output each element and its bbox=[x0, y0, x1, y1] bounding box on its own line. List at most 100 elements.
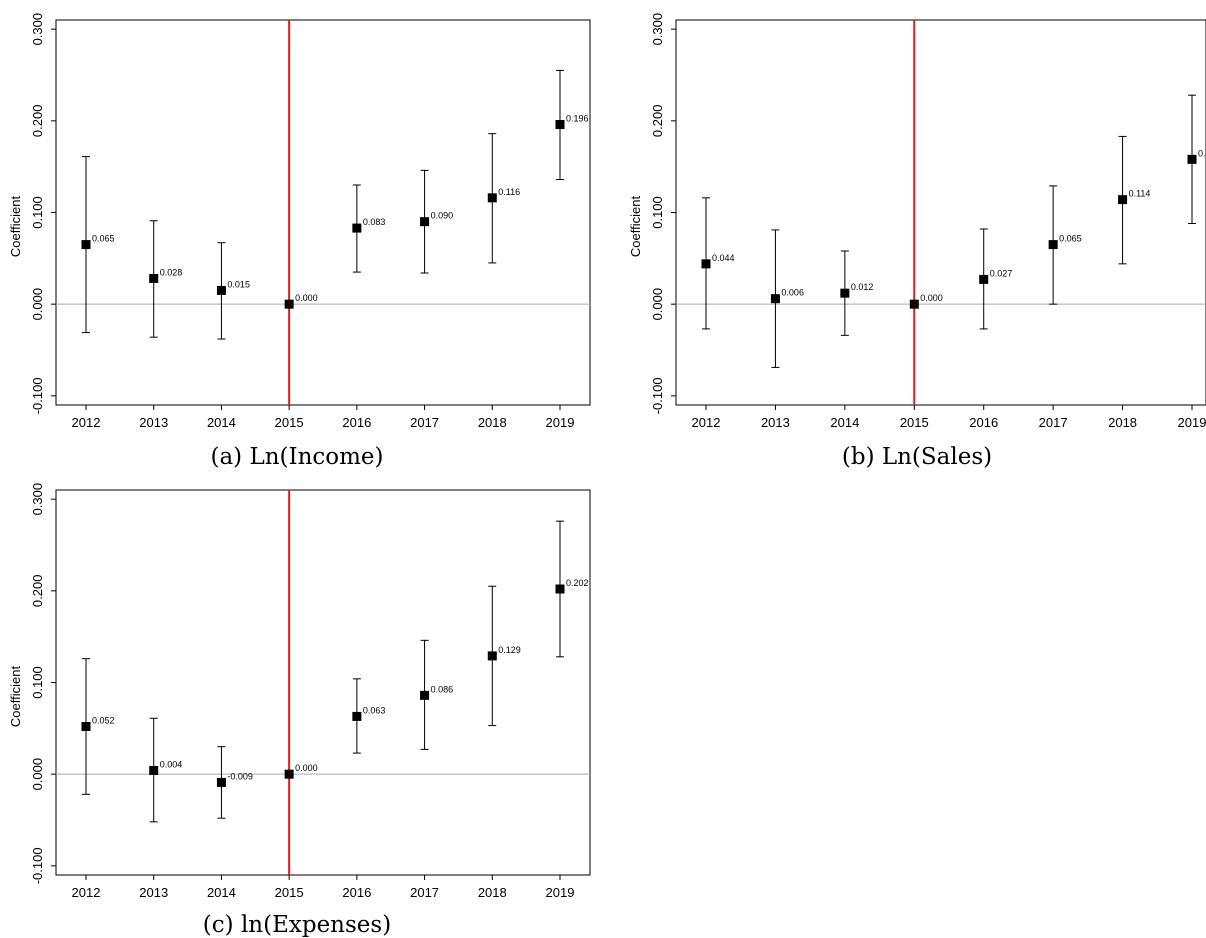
data-point bbox=[1118, 195, 1128, 205]
data-point bbox=[840, 288, 850, 298]
data-point bbox=[284, 769, 294, 779]
panel-b: -0.100 0.000 0.100 0.200 0.300 Coefficient 201… bbox=[620, 0, 1206, 440]
data-point bbox=[216, 777, 226, 787]
x-tick-label: 2014 bbox=[207, 885, 236, 900]
x-tick-label: 2016 bbox=[342, 885, 371, 900]
data-point bbox=[487, 651, 497, 661]
x-tick-label: 2017 bbox=[1039, 415, 1068, 430]
y-tick-label: 0.200 bbox=[30, 575, 45, 608]
data-label: 0.000 bbox=[295, 293, 318, 303]
data-point bbox=[352, 711, 362, 721]
x-tick-label: 2012 bbox=[72, 885, 101, 900]
x-tick-label: 2017 bbox=[410, 885, 439, 900]
data-label: 0.129 bbox=[498, 645, 521, 655]
x-tick-label: 2015 bbox=[275, 885, 304, 900]
panel-c: -0.100 0.000 0.100 0.200 0.300 Coefficient 201… bbox=[0, 470, 600, 910]
data-label: 0.028 bbox=[160, 268, 183, 278]
x-tick-label: 2013 bbox=[139, 885, 168, 900]
data-point bbox=[420, 217, 430, 227]
y-tick-label: 0.000 bbox=[650, 288, 665, 321]
x-tick-label: 2019 bbox=[546, 885, 575, 900]
data-label: 0.000 bbox=[295, 763, 318, 773]
x-tick-label: 2014 bbox=[830, 415, 859, 430]
x-tick-label: 2019 bbox=[1178, 415, 1206, 430]
data-point bbox=[81, 722, 91, 731]
caption-a: (a) Ln(Income) bbox=[210, 444, 384, 470]
data-label: 0.015 bbox=[227, 279, 250, 289]
data-point bbox=[701, 259, 711, 269]
y-tick-label: 0.300 bbox=[30, 13, 45, 46]
data-point bbox=[909, 299, 919, 309]
x-tick-label: 2017 bbox=[410, 415, 439, 430]
y-axis-label: Coefficient bbox=[8, 196, 23, 258]
chart-sales: -0.100 0.000 0.100 0.200 0.300 Coefficient 201… bbox=[628, 13, 1206, 430]
x-tick-label: 2013 bbox=[761, 415, 790, 430]
data-point bbox=[770, 294, 780, 304]
data-label: 0.000 bbox=[920, 293, 943, 303]
x-tick-label: 2016 bbox=[969, 415, 998, 430]
y-tick-label: 0.000 bbox=[30, 288, 45, 321]
chart-income: -0.100 0.000 0.100 0.200 0.300 Coefficient 201… bbox=[8, 13, 591, 430]
chart-expenses: -0.100 0.000 0.100 0.200 0.300 Coefficient 201… bbox=[8, 483, 591, 900]
y-axis-label: Coefficient bbox=[8, 666, 23, 728]
data-label: 0.027 bbox=[990, 268, 1013, 278]
y-tick-label: 0.000 bbox=[30, 758, 45, 791]
y-tick-label: 0.200 bbox=[650, 105, 665, 138]
x-tick-label: 2012 bbox=[692, 415, 721, 430]
data-point bbox=[81, 240, 91, 250]
panel-a: -0.100 0.000 0.100 0.200 0.300 Coefficient 201… bbox=[0, 0, 600, 440]
data-label: 0.090 bbox=[431, 211, 454, 221]
caption-c: (c) ln(Expenses) bbox=[202, 912, 392, 938]
y-tick-label: 0.100 bbox=[650, 196, 665, 229]
data-label: 0.202 bbox=[566, 578, 589, 588]
data-point bbox=[555, 120, 565, 129]
data-point bbox=[555, 584, 565, 594]
y-tick-label: -0.100 bbox=[30, 847, 45, 884]
data-point bbox=[979, 274, 989, 284]
x-tick-label: 2016 bbox=[342, 415, 371, 430]
data-label: 0.065 bbox=[1059, 234, 1082, 244]
data-label: 0.012 bbox=[851, 282, 874, 292]
y-axis-label: Coefficient bbox=[628, 196, 643, 258]
data-point bbox=[1048, 240, 1058, 250]
caption-b: (b) Ln(Sales) bbox=[841, 444, 993, 470]
data-point bbox=[149, 274, 159, 283]
plot-frame bbox=[675, 19, 1206, 406]
x-tick-label: 2018 bbox=[478, 415, 507, 430]
data-label: 0.065 bbox=[92, 234, 115, 244]
data-label: 0.063 bbox=[363, 705, 386, 715]
plot-frame bbox=[55, 19, 591, 406]
data-point bbox=[487, 193, 497, 203]
x-tick-label: 2018 bbox=[478, 885, 507, 900]
data-label: 0.006 bbox=[781, 288, 804, 298]
x-tick-label: 2018 bbox=[1108, 415, 1137, 430]
data-label: 0.086 bbox=[431, 684, 454, 694]
data-point bbox=[352, 223, 362, 233]
data-label: 0.116 bbox=[498, 187, 520, 197]
y-tick-label: -0.100 bbox=[650, 377, 665, 414]
data-point bbox=[149, 766, 159, 775]
x-tick-label: 2012 bbox=[72, 415, 101, 430]
data-point bbox=[216, 285, 226, 295]
y-tick-label: 0.100 bbox=[30, 196, 45, 229]
plot-frame bbox=[55, 489, 591, 876]
y-tick-label: 0.200 bbox=[30, 105, 45, 138]
x-tick-label: 2014 bbox=[207, 415, 236, 430]
y-tick-label: 0.100 bbox=[30, 666, 45, 699]
data-point bbox=[420, 690, 430, 700]
data-label: 0.044 bbox=[712, 253, 735, 263]
x-tick-label: 2013 bbox=[139, 415, 168, 430]
data-label: -0.009 bbox=[227, 771, 253, 781]
y-tick-label: 0.300 bbox=[30, 483, 45, 516]
data-label: 0.114 bbox=[1129, 189, 1151, 199]
data-label: 0.052 bbox=[92, 716, 115, 726]
data-label: 0.004 bbox=[160, 760, 183, 770]
y-tick-label: 0.300 bbox=[650, 13, 665, 46]
x-tick-label: 2019 bbox=[546, 415, 575, 430]
x-tick-label: 2015 bbox=[900, 415, 929, 430]
data-label: 0.083 bbox=[363, 217, 386, 227]
data-point bbox=[1187, 154, 1197, 164]
data-point bbox=[284, 299, 294, 309]
data-label: 0.196 bbox=[566, 114, 589, 124]
x-tick-label: 2015 bbox=[275, 415, 304, 430]
